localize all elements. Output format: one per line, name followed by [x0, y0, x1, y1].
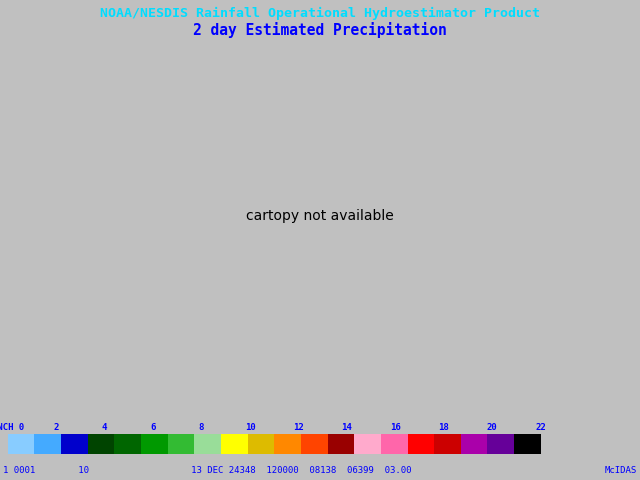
Text: NOAA/NESDIS Rainfall Operational Hydroestimator Product: NOAA/NESDIS Rainfall Operational Hydroes… — [100, 7, 540, 20]
Text: 18: 18 — [438, 423, 449, 432]
Text: 22: 22 — [536, 423, 546, 432]
Text: 4: 4 — [102, 423, 108, 432]
Text: 2: 2 — [54, 423, 59, 432]
Text: 12: 12 — [293, 423, 304, 432]
Text: McIDAS: McIDAS — [605, 466, 637, 475]
Text: 16: 16 — [390, 423, 401, 432]
Text: cartopy not available: cartopy not available — [246, 209, 394, 223]
Text: 8: 8 — [199, 423, 204, 432]
Text: 10: 10 — [244, 423, 255, 432]
Text: INCH 0: INCH 0 — [0, 423, 24, 432]
Text: 1 0001        10                   13 DEC 24348  120000  08138  06399  03.00: 1 0001 10 13 DEC 24348 120000 08138 0639… — [3, 466, 412, 475]
Text: 20: 20 — [487, 423, 498, 432]
Text: 2 day Estimated Precipitation: 2 day Estimated Precipitation — [193, 22, 447, 37]
Text: 14: 14 — [342, 423, 352, 432]
Text: 6: 6 — [150, 423, 156, 432]
